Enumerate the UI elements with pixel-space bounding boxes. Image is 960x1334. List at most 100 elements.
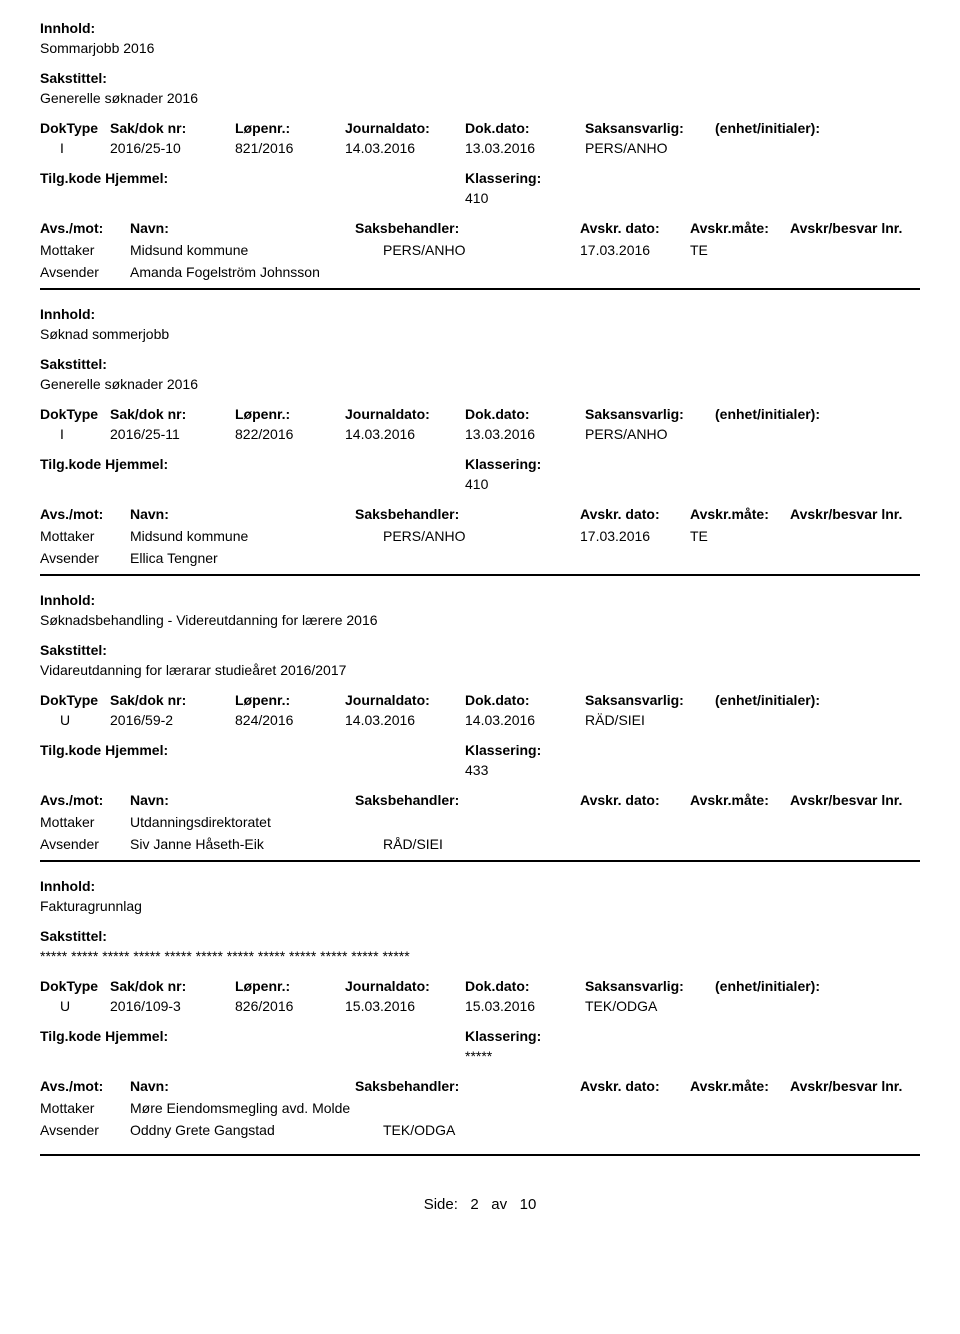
innhold-value: Søknad sommerjobb: [40, 326, 920, 342]
party-row: Avsender Siv Janne Håseth-Eik RÅD/SIEI: [40, 836, 920, 852]
saksansvarlig-header: Saksansvarlig:: [585, 406, 715, 422]
doktype-value: I: [40, 140, 110, 156]
party-avskrdato: [580, 814, 690, 830]
innhold-value: Søknadsbehandling - Videreutdanning for …: [40, 612, 920, 628]
saksansvarlig-value: PERS/ANHO: [585, 140, 715, 156]
saksansvarlig-value: PERS/ANHO: [585, 426, 715, 442]
innhold-label: Innhold:: [40, 306, 920, 322]
sakdoknr-value: 2016/109-3: [110, 998, 235, 1014]
party-name: Siv Janne Håseth-Eik: [130, 836, 355, 852]
avskrmote-label: Avskr.måte:: [690, 792, 790, 808]
sakstittel-label: Sakstittel:: [40, 928, 920, 944]
enhet-header: (enhet/initialer):: [715, 692, 895, 708]
journaldato-value: 14.03.2016: [345, 426, 465, 442]
journaldato-header: Journaldato:: [345, 406, 465, 422]
party-role: Mottaker: [40, 1100, 130, 1116]
avskrdato-label: Avskr. dato:: [580, 792, 690, 808]
innhold-label: Innhold:: [40, 20, 920, 36]
tilg-klass-header-row: Tilg.kode Hjemmel: Klassering:: [40, 742, 920, 758]
bottom-separator: [40, 1154, 920, 1156]
klassering-label: Klassering:: [465, 742, 541, 758]
party-avskrdato: 17.03.2016: [580, 528, 690, 544]
innhold-value: Sommarjobb 2016: [40, 40, 920, 56]
party-avskrdato: [580, 1100, 690, 1116]
doktype-value: I: [40, 426, 110, 442]
journaldato-header: Journaldato:: [345, 978, 465, 994]
party-role: Avsender: [40, 836, 130, 852]
doktype-value: U: [40, 712, 110, 728]
avskrlnr-label: Avskr/besvar lnr.: [790, 1078, 920, 1094]
page-current: 2: [470, 1196, 478, 1213]
klassering-label: Klassering:: [465, 170, 541, 186]
party-saksbeh: PERS/ANHO: [355, 528, 580, 544]
party-name: Møre Eiendomsmegling avd. Molde: [130, 1100, 355, 1116]
party-role: Mottaker: [40, 242, 130, 258]
party-avskrmote: TE: [690, 242, 790, 258]
saksansvarlig-value: TEK/ODGA: [585, 998, 715, 1014]
klass-value-row: 433: [40, 762, 920, 778]
innhold-label: Innhold:: [40, 592, 920, 608]
tilg-klass-header-row: Tilg.kode Hjemmel: Klassering:: [40, 1028, 920, 1044]
metadata-data-row: U 2016/59-2 824/2016 14.03.2016 14.03.20…: [40, 712, 920, 728]
sakstittel-value: Vidareutdanning for lærarar studieåret 2…: [40, 662, 920, 678]
metadata-data-row: I 2016/25-10 821/2016 14.03.2016 13.03.2…: [40, 140, 920, 156]
avskrmote-label: Avskr.måte:: [690, 1078, 790, 1094]
page-of: av: [491, 1196, 507, 1213]
journal-record: Innhold: Søknad sommerjobb Sakstittel: G…: [40, 288, 920, 566]
journal-record: Innhold: Fakturagrunnlag Sakstittel: ***…: [40, 860, 920, 1138]
party-row: Mottaker Møre Eiendomsmegling avd. Molde: [40, 1100, 920, 1116]
journaldato-header: Journaldato:: [345, 120, 465, 136]
party-saksbeh: RÅD/SIEI: [355, 836, 580, 852]
tilgkode-hjemmel-label: Tilg.kode Hjemmel:: [40, 170, 465, 186]
klassering-value: 410: [465, 476, 488, 492]
avskrdato-label: Avskr. dato:: [580, 1078, 690, 1094]
lopenr-header: Løpenr.:: [235, 406, 345, 422]
sakdoknr-value: 2016/25-10: [110, 140, 235, 156]
sakstittel-label: Sakstittel:: [40, 70, 920, 86]
party-avskrdato: [580, 550, 690, 566]
sakdoknr-header: Sak/dok nr:: [110, 692, 235, 708]
journaldato-value: 14.03.2016: [345, 712, 465, 728]
sakstittel-value: ***** ***** ***** ***** ***** ***** ****…: [40, 948, 920, 964]
klass-value-row: 410: [40, 476, 920, 492]
party-avskrmote: [690, 1122, 790, 1138]
metadata-header-row: DokType Sak/dok nr: Løpenr.: Journaldato…: [40, 406, 920, 422]
party-row: Avsender Amanda Fogelström Johnsson: [40, 264, 920, 280]
sakdoknr-header: Sak/dok nr:: [110, 978, 235, 994]
klass-value-row: 410: [40, 190, 920, 206]
lopenr-header: Løpenr.:: [235, 692, 345, 708]
party-saksbeh: [355, 550, 580, 566]
party-saksbeh: [355, 1100, 580, 1116]
avsmot-label: Avs./mot:: [40, 220, 130, 236]
sakdoknr-value: 2016/59-2: [110, 712, 235, 728]
party-avskrdato: [580, 264, 690, 280]
lopenr-header: Løpenr.:: [235, 978, 345, 994]
lopenr-value: 824/2016: [235, 712, 345, 728]
party-avskrmote: [690, 814, 790, 830]
metadata-header-row: DokType Sak/dok nr: Løpenr.: Journaldato…: [40, 978, 920, 994]
dokdato-value: 15.03.2016: [465, 998, 585, 1014]
enhet-header: (enhet/initialer):: [715, 978, 895, 994]
journal-record: Innhold: Søknadsbehandling - Videreutdan…: [40, 574, 920, 852]
sakstittel-label: Sakstittel:: [40, 356, 920, 372]
party-role: Avsender: [40, 550, 130, 566]
klass-value-row: *****: [40, 1048, 920, 1064]
doktype-header: DokType: [40, 406, 110, 422]
party-name: Utdanningsdirektoratet: [130, 814, 355, 830]
party-name: Ellica Tengner: [130, 550, 355, 566]
lopenr-value: 822/2016: [235, 426, 345, 442]
doktype-header: DokType: [40, 978, 110, 994]
parties-header-row: Avs./mot: Navn: Saksbehandler: Avskr. da…: [40, 1078, 920, 1094]
tilgkode-hjemmel-label: Tilg.kode Hjemmel:: [40, 1028, 465, 1044]
dokdato-value: 14.03.2016: [465, 712, 585, 728]
metadata-data-row: U 2016/109-3 826/2016 15.03.2016 15.03.2…: [40, 998, 920, 1014]
party-row: Avsender Oddny Grete Gangstad TEK/ODGA: [40, 1122, 920, 1138]
dokdato-header: Dok.dato:: [465, 406, 585, 422]
dokdato-value: 13.03.2016: [465, 140, 585, 156]
party-avskrdato: [580, 1122, 690, 1138]
metadata-header-row: DokType Sak/dok nr: Løpenr.: Journaldato…: [40, 692, 920, 708]
avsmot-label: Avs./mot:: [40, 792, 130, 808]
tilgkode-hjemmel-label: Tilg.kode Hjemmel:: [40, 742, 465, 758]
navn-label: Navn:: [130, 792, 355, 808]
dokdato-header: Dok.dato:: [465, 978, 585, 994]
